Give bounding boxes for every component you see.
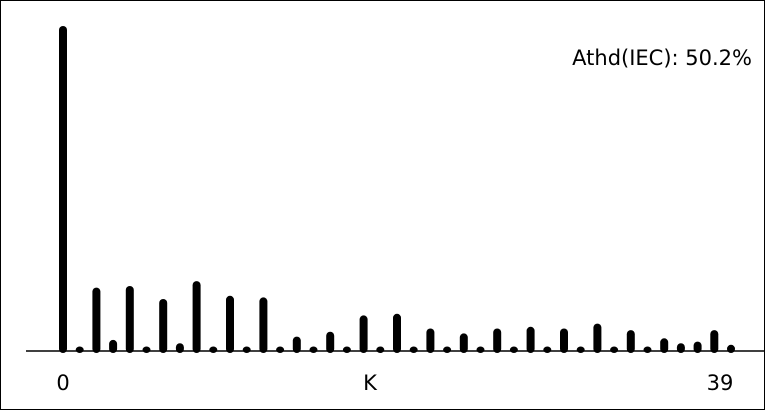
bar-30: [560, 328, 568, 353]
x-tick-label-last: 39: [707, 371, 734, 395]
bar-8: [192, 281, 201, 353]
bar-5: [142, 346, 151, 353]
bar-28: [526, 326, 535, 353]
bar-21: [409, 346, 418, 353]
x-axis-label: K: [363, 371, 378, 395]
thd-annotation: Athd(IEC): 50.2%: [572, 46, 752, 70]
bar-27: [509, 346, 518, 353]
bar-9: [209, 346, 218, 353]
bar-26: [493, 328, 502, 353]
bar-18: [359, 315, 368, 353]
bar-34: [626, 330, 635, 353]
bar-20: [393, 313, 401, 353]
bar-12: [259, 297, 268, 353]
bar-16: [326, 331, 335, 353]
bar-17: [342, 346, 351, 353]
bar-13: [276, 346, 285, 353]
bar-37: [676, 343, 685, 353]
bar-22: [426, 328, 435, 353]
bar-0: [59, 26, 67, 353]
bar-25: [476, 346, 485, 353]
bar-6: [159, 299, 168, 353]
bar-1: [75, 346, 84, 353]
bar-14: [292, 336, 301, 353]
bar-15: [309, 346, 318, 353]
bar-36: [660, 338, 669, 353]
bar-3: [109, 339, 118, 353]
bar-23: [443, 346, 452, 353]
bar-39: [710, 330, 719, 353]
bar-29: [543, 346, 552, 353]
bar-24: [459, 333, 468, 353]
x-tick-label-first: 0: [56, 371, 69, 395]
bar-4: [125, 286, 134, 353]
bar-19: [376, 346, 385, 353]
bar-38: [693, 341, 702, 353]
bar-2: [92, 287, 101, 353]
bar-35: [643, 346, 652, 353]
bar-7: [175, 343, 184, 353]
bar-40: [727, 344, 735, 353]
bar-10: [226, 295, 234, 353]
bar-32: [593, 323, 602, 353]
bar-33: [610, 346, 619, 353]
bar-31: [576, 346, 585, 353]
bars-group: [59, 26, 735, 353]
bar-11: [242, 346, 251, 353]
